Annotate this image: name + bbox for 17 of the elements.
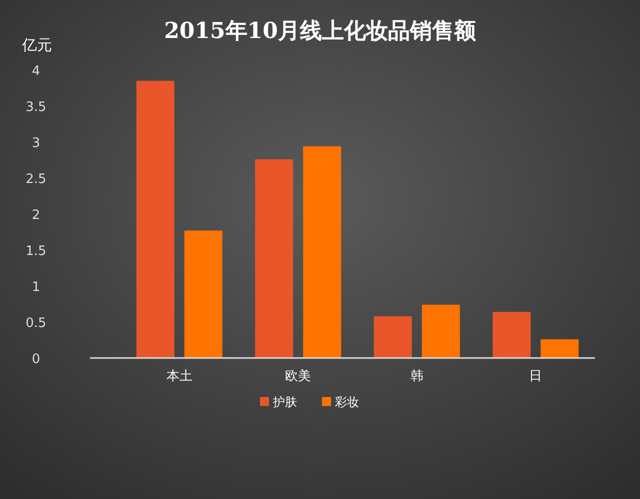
y-tick-label: 2 [32,208,40,223]
y-tick-label: 3.5 [26,100,46,115]
y-tick-label: 4 [32,64,40,79]
y-tick-label: 2.5 [26,172,46,187]
x-tick-label: 韩 [410,369,424,384]
x-tick-label: 欧美 [285,368,312,384]
x-tick-label: 日 [529,369,542,384]
legend-label: 彩妆 [335,395,359,409]
y-tick-label: 1 [32,280,40,295]
legend-label: 护肤 [272,395,297,409]
y-tick-label: 3 [32,136,40,151]
x-tick-label: 本土 [166,369,192,384]
y-axis-title: 亿元 [21,36,52,54]
y-tick-label: 0.5 [26,316,46,331]
y-tick-label: 0 [32,352,40,367]
chart-title: 2015年10月线上化妆品销售额 [164,18,477,44]
y-tick-label: 1.5 [26,244,46,259]
